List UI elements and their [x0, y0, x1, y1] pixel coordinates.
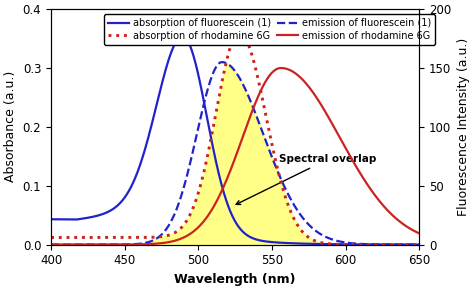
emission of fluorescein (1): [190, 152, 195, 156]
emission of rhodamine 6G: [190, 231, 195, 234]
emission of rhodamine 6G: [410, 228, 415, 232]
absorption of fluorescein (1): [90, 215, 96, 218]
emission of rhodamine 6G: [90, 243, 96, 246]
emission of fluorescein (1): [370, 242, 375, 246]
absorption of fluorescein (1): [48, 218, 54, 221]
emission of rhodamine 6G: [112, 243, 118, 246]
Line: absorption of fluorescein (1): absorption of fluorescein (1): [51, 37, 419, 244]
X-axis label: Wavelength (nm): Wavelength (nm): [174, 273, 296, 286]
absorption of rhodamine 6G: [410, 243, 415, 246]
absorption of fluorescein (1): [190, 50, 195, 54]
absorption of rhodamine 6G: [90, 236, 96, 239]
absorption of rhodamine 6G: [237, 31, 242, 34]
emission of rhodamine 6G: [205, 213, 211, 217]
absorption of rhodamine 6G: [48, 236, 54, 239]
absorption of rhodamine 6G: [417, 243, 422, 246]
absorption of fluorescein (1): [417, 243, 422, 246]
emission of fluorescein (1): [417, 243, 422, 246]
absorption of fluorescein (1): [410, 243, 415, 246]
absorption of fluorescein (1): [112, 206, 118, 209]
Text: Spectral overlap: Spectral overlap: [236, 154, 377, 204]
absorption of fluorescein (1): [370, 243, 375, 246]
Line: emission of fluorescein (1): emission of fluorescein (1): [51, 62, 419, 244]
Line: absorption of rhodamine 6G: absorption of rhodamine 6G: [51, 32, 419, 244]
absorption of rhodamine 6G: [205, 151, 211, 154]
absorption of rhodamine 6G: [112, 236, 118, 239]
absorption of fluorescein (1): [180, 35, 185, 38]
absorption of fluorescein (1): [206, 123, 211, 126]
emission of fluorescein (1): [410, 243, 415, 246]
absorption of rhodamine 6G: [190, 208, 195, 212]
emission of fluorescein (1): [90, 243, 96, 246]
emission of rhodamine 6G: [48, 243, 54, 246]
Y-axis label: Fluorescence Intensity (a.u.): Fluorescence Intensity (a.u.): [457, 38, 470, 216]
emission of rhodamine 6G: [278, 66, 283, 70]
emission of fluorescein (1): [205, 86, 211, 89]
Y-axis label: Absorbance (a.u.): Absorbance (a.u.): [4, 71, 17, 182]
Line: emission of rhodamine 6G: emission of rhodamine 6G: [51, 68, 419, 244]
emission of fluorescein (1): [219, 60, 225, 64]
Legend: absorption of fluorescein (1), absorption of rhodamine 6G, emission of fluoresce: absorption of fluorescein (1), absorptio…: [104, 14, 435, 45]
emission of rhodamine 6G: [417, 232, 422, 235]
emission of fluorescein (1): [48, 243, 54, 246]
emission of rhodamine 6G: [370, 190, 375, 194]
absorption of rhodamine 6G: [370, 243, 375, 246]
emission of fluorescein (1): [112, 243, 118, 246]
